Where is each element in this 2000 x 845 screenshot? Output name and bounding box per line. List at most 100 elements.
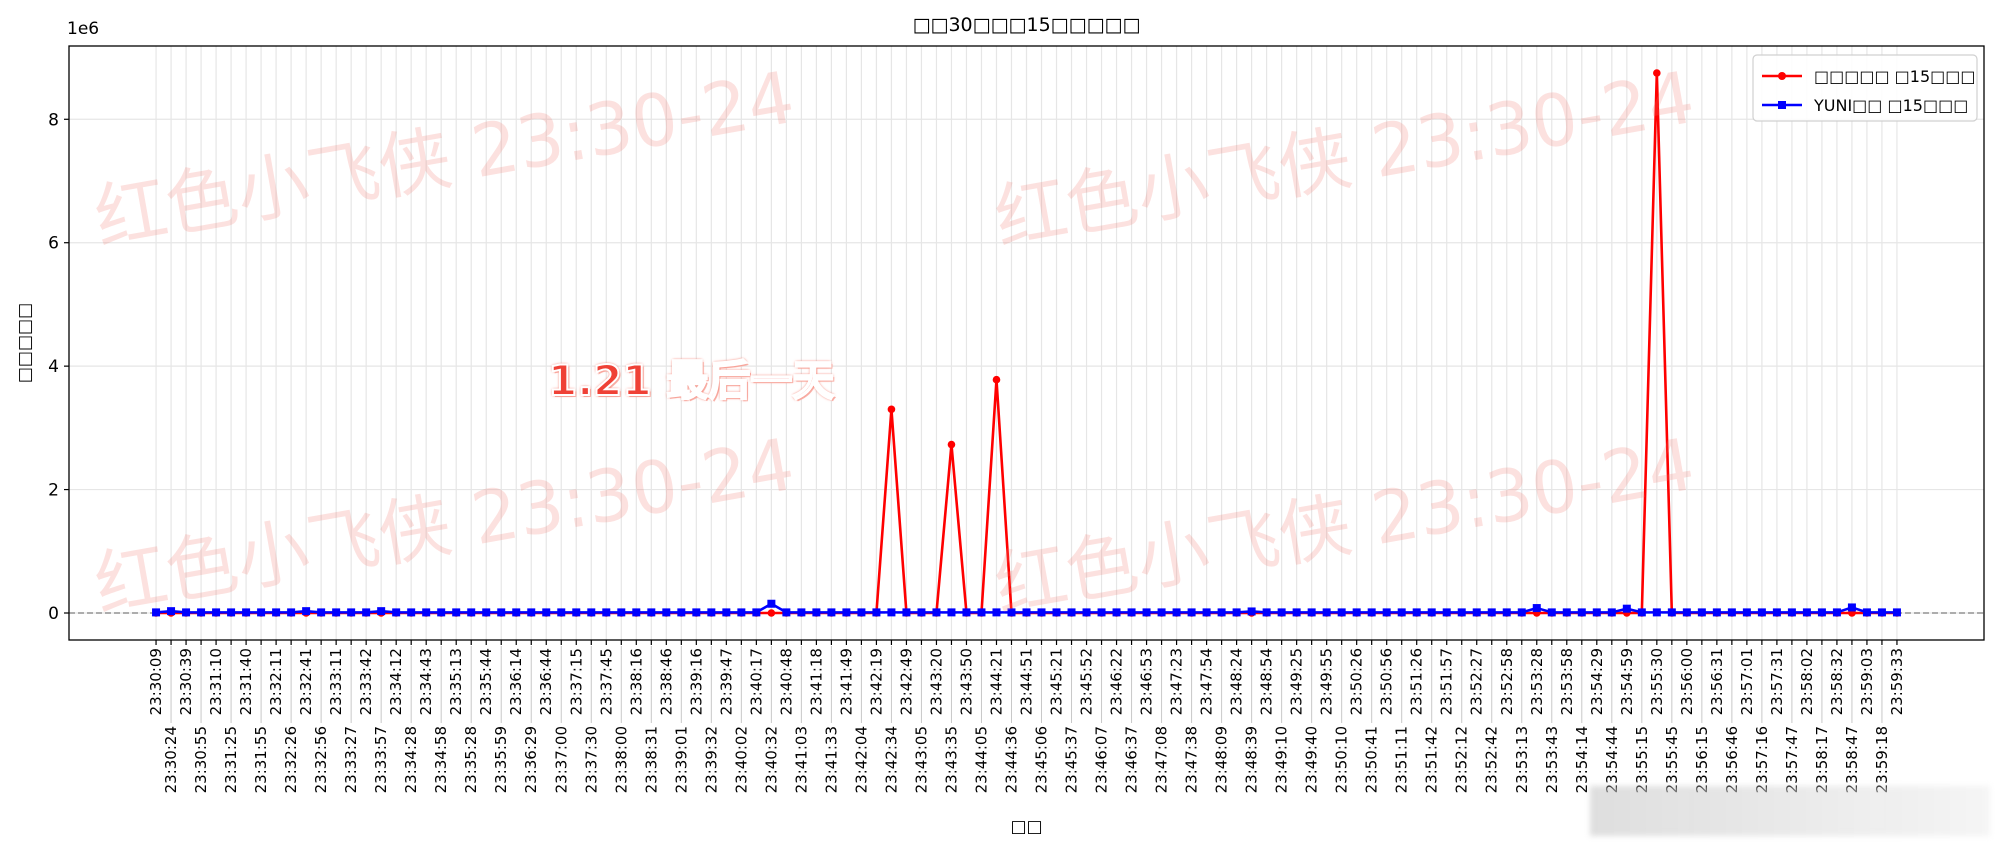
data-point: [1307, 608, 1316, 617]
x-tick-label: 23:45:21: [1048, 648, 1066, 715]
annotation-text: 1.21 最后一天: [547, 355, 835, 406]
blurred-watermark: [1590, 786, 1990, 836]
x-tick-label: 23:38:31: [642, 726, 660, 793]
x-tick-label: 23:36:29: [522, 726, 540, 793]
x-tick-label: 23:53:58: [1558, 648, 1576, 715]
data-point: [1727, 608, 1736, 617]
data-point: [152, 608, 161, 617]
data-point: [542, 608, 551, 617]
x-tick-label: 23:37:15: [567, 648, 585, 715]
data-point: [1007, 608, 1016, 617]
data-point: [812, 608, 821, 617]
x-tick-label: 23:35:44: [477, 648, 495, 715]
data-point: [1862, 608, 1871, 617]
data-point: [1472, 608, 1481, 617]
x-tick-label: 23:51:11: [1393, 726, 1411, 793]
data-point: [1502, 608, 1511, 617]
legend-label: □□□□□ □15□□□: [1814, 67, 1976, 86]
data-point: [1247, 607, 1256, 616]
x-tick-label: 23:48:09: [1213, 726, 1231, 793]
data-point: [932, 608, 941, 617]
data-point: [1277, 608, 1286, 617]
data-point: [1832, 608, 1841, 617]
data-point: [362, 608, 371, 617]
x-tick-label: 23:39:16: [687, 648, 705, 715]
data-point: [632, 608, 641, 617]
x-tick-label: 23:56:15: [1693, 726, 1711, 793]
x-tick-label: 23:36:44: [537, 648, 555, 715]
x-tick-label: 23:40:32: [762, 726, 780, 793]
x-tick-label: 23:42:49: [897, 648, 915, 715]
x-tick-label: 23:54:44: [1603, 726, 1621, 793]
y-tick-label: 2: [48, 481, 59, 501]
x-tick-label: 23:52:42: [1483, 726, 1501, 793]
x-tick-label: 23:45:06: [1033, 726, 1051, 793]
x-tick-label: 23:56:31: [1708, 648, 1726, 715]
data-point: [1157, 608, 1166, 617]
x-tick-label: 23:51:42: [1423, 726, 1441, 793]
x-tick-label: 23:47:08: [1153, 726, 1171, 793]
x-tick-label: 23:52:27: [1468, 648, 1486, 715]
data-point: [242, 608, 251, 617]
x-tick-label: 23:53:43: [1543, 726, 1561, 793]
data-point: [1653, 69, 1661, 77]
x-tick-label: 23:47:54: [1198, 648, 1216, 715]
x-tick-label: 23:33:57: [372, 726, 390, 793]
data-point: [422, 608, 431, 617]
data-point: [1037, 608, 1046, 617]
data-point: [302, 607, 311, 616]
x-tick-label: 23:37:00: [552, 726, 570, 793]
data-point: [602, 608, 611, 617]
data-point: [1712, 608, 1721, 617]
x-tick-label: 23:41:33: [822, 726, 840, 793]
y-tick-label: 0: [48, 604, 59, 624]
data-point: [677, 608, 686, 617]
x-tick-label: 23:43:20: [927, 648, 945, 715]
x-tick-label: 23:31:10: [207, 648, 225, 715]
x-tick-label: 23:41:03: [792, 726, 810, 793]
x-tick-label: 23:39:47: [717, 648, 735, 715]
y-tick-label: 8: [48, 110, 59, 130]
x-tick-label: 23:49:40: [1303, 726, 1321, 793]
data-point: [887, 405, 896, 414]
data-point: [872, 608, 881, 617]
x-tick-label: 23:52:12: [1453, 726, 1471, 793]
data-point: [1532, 604, 1541, 613]
data-point: [377, 607, 386, 616]
x-tick-label: 23:54:14: [1573, 726, 1591, 793]
x-tick-label: 23:45:52: [1078, 648, 1096, 715]
x-tick-label: 23:39:32: [702, 726, 720, 793]
data-point: [647, 608, 656, 617]
data-point: [437, 608, 446, 617]
x-tick-label: 23:32:11: [267, 648, 285, 715]
data-point: [1172, 608, 1181, 617]
data-point: [1427, 608, 1436, 617]
data-point: [857, 608, 866, 617]
data-point: [332, 608, 341, 617]
data-point: [977, 608, 986, 617]
x-tick-label: 23:42:34: [882, 726, 900, 793]
data-point: [1682, 608, 1691, 617]
x-tick-label: 23:30:55: [192, 726, 210, 793]
data-point: [287, 608, 296, 617]
data-point: [1892, 608, 1901, 617]
x-tick-label: 23:34:12: [387, 648, 405, 715]
x-tick-label: 23:30:24: [162, 726, 180, 793]
data-point: [1412, 608, 1421, 617]
x-tick-label: 23:57:01: [1738, 648, 1756, 715]
data-point: [1802, 608, 1811, 617]
data-point: [1562, 608, 1571, 617]
x-tick-label: 23:44:21: [987, 648, 1005, 715]
data-point: [1757, 608, 1766, 617]
y-offset-label: 1e6: [67, 19, 99, 39]
data-point: [767, 599, 776, 608]
x-tick-label: 23:30:39: [177, 648, 195, 715]
legend-label: YUNI□□ □15□□□: [1813, 96, 1968, 115]
x-tick-label: 23:48:24: [1228, 648, 1246, 715]
data-point: [692, 608, 701, 617]
data-point: [1547, 608, 1556, 617]
data-point: [467, 608, 476, 617]
x-tick-label: 23:31:25: [222, 726, 240, 793]
x-tick-label: 23:49:10: [1273, 726, 1291, 793]
